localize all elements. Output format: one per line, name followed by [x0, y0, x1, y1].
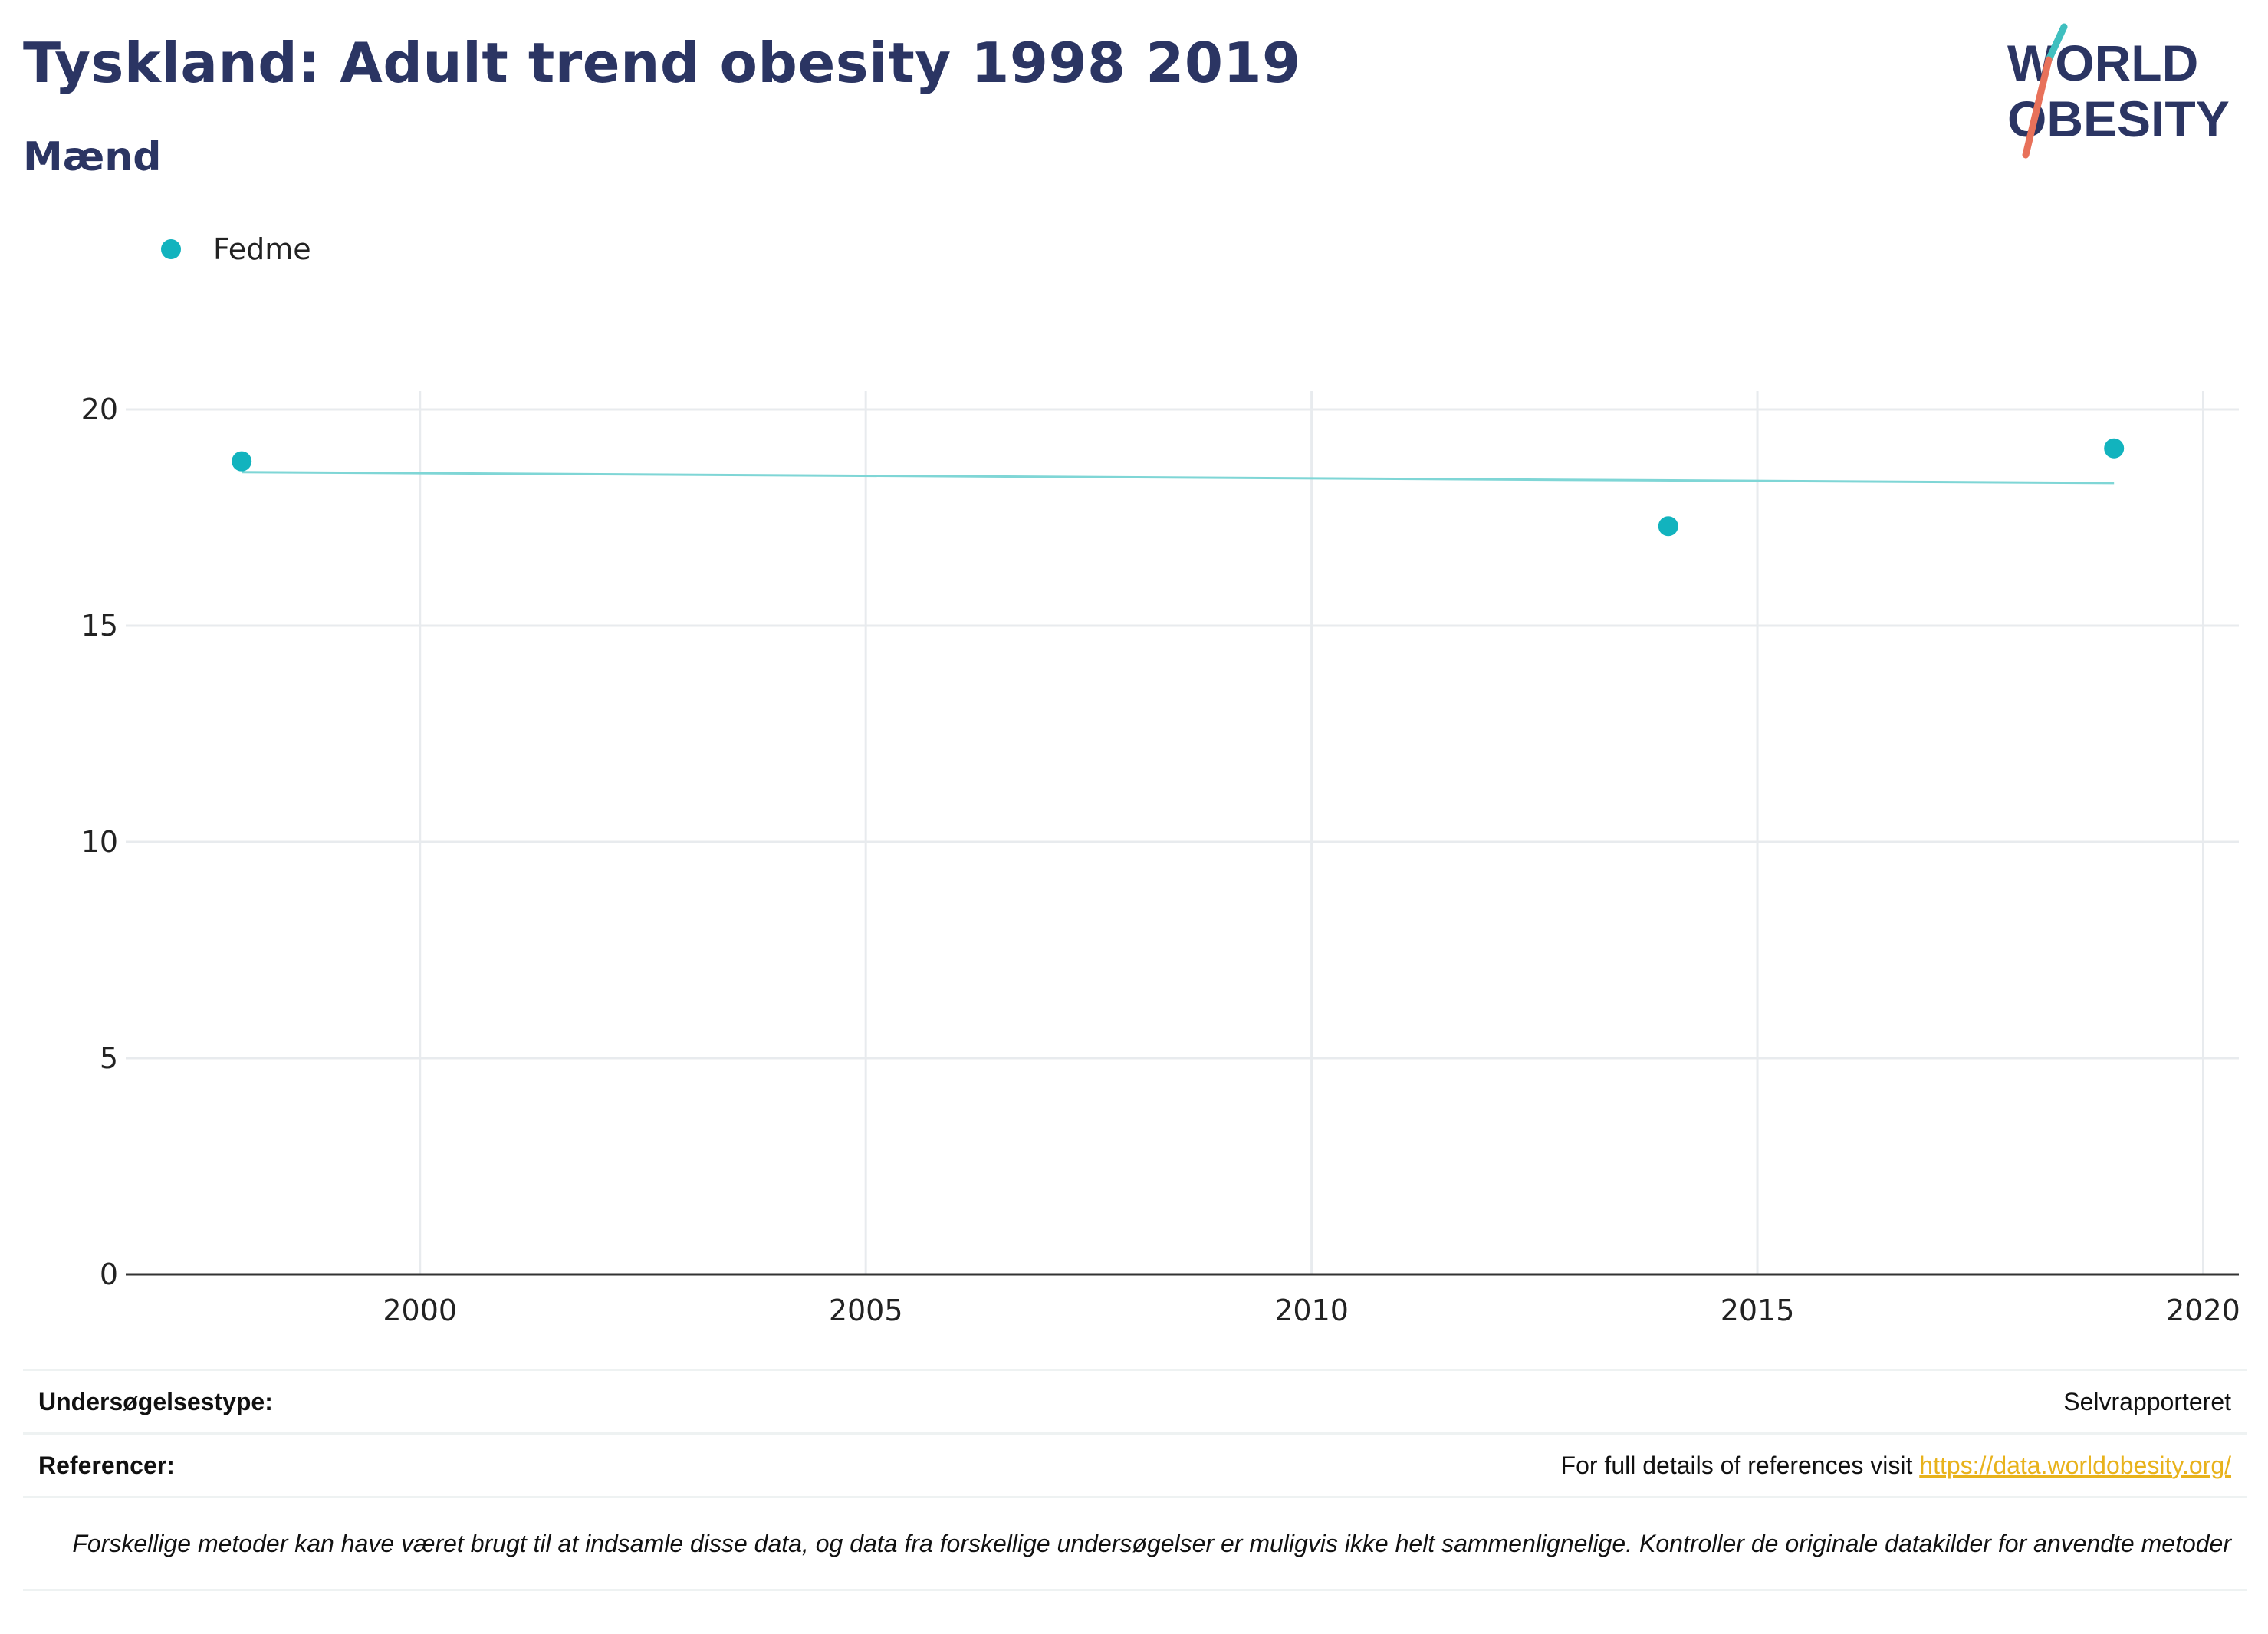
- survey-type-label: Undersøgelsestype:: [38, 1387, 273, 1415]
- x-tick-label: 2000: [383, 1294, 457, 1327]
- footer-table: Undersøgelsestype: Selvrapporteret Refer…: [23, 1369, 2247, 1591]
- logo-line1: WORLD: [2007, 35, 2198, 91]
- data-point: [1658, 516, 1678, 537]
- world-obesity-logo: WORLD OBESITY: [2007, 23, 2230, 159]
- references-text: For full details of references visit: [1560, 1451, 1920, 1479]
- data-point: [232, 451, 252, 472]
- logo-line2: OBESITY: [2007, 90, 2230, 147]
- x-tick-label: 2020: [2166, 1294, 2240, 1327]
- methods-note: Forskellige metoder kan have været brugt…: [72, 1530, 2231, 1557]
- chart-subtitle: Mænd: [23, 134, 162, 180]
- chart-area: 0 5 10 15 20 2000 2005 2010 2015 2020: [81, 391, 2240, 1327]
- x-tick-label: 2010: [1274, 1294, 1349, 1327]
- survey-type-row: Undersøgelsestype: Selvrapporteret: [23, 1369, 2247, 1432]
- references-value: For full details of references visit htt…: [1561, 1452, 2231, 1480]
- trendline: [242, 471, 2115, 485]
- references-row: Referencer: For full details of referenc…: [23, 1432, 2247, 1496]
- x-tick-label: 2015: [1721, 1294, 1795, 1327]
- note-row: Forskellige metoder kan have været brugt…: [23, 1496, 2247, 1591]
- y-tick-label: 0: [100, 1258, 118, 1291]
- references-link[interactable]: https://data.worldobesity.org/: [1919, 1451, 2231, 1479]
- y-tick-label: 5: [100, 1041, 118, 1075]
- legend-marker-icon: [161, 239, 181, 259]
- survey-type-value: Selvrapporteret: [2063, 1387, 2231, 1415]
- legend[interactable]: Fedme: [161, 230, 311, 268]
- logo-slash-bottom: [2022, 56, 2053, 159]
- x-tick-label: 2005: [829, 1294, 903, 1327]
- y-tick-label: 15: [81, 609, 118, 643]
- chart-title: Tyskland: Adult trend obesity 1998 2019: [23, 31, 1301, 95]
- references-label: Referencer:: [38, 1451, 175, 1479]
- y-tick-label: 20: [81, 393, 118, 426]
- legend-label: Fedme: [213, 232, 311, 266]
- logo-slash-top: [2045, 23, 2068, 64]
- data-point: [2104, 438, 2125, 459]
- y-tick-label: 10: [81, 825, 118, 859]
